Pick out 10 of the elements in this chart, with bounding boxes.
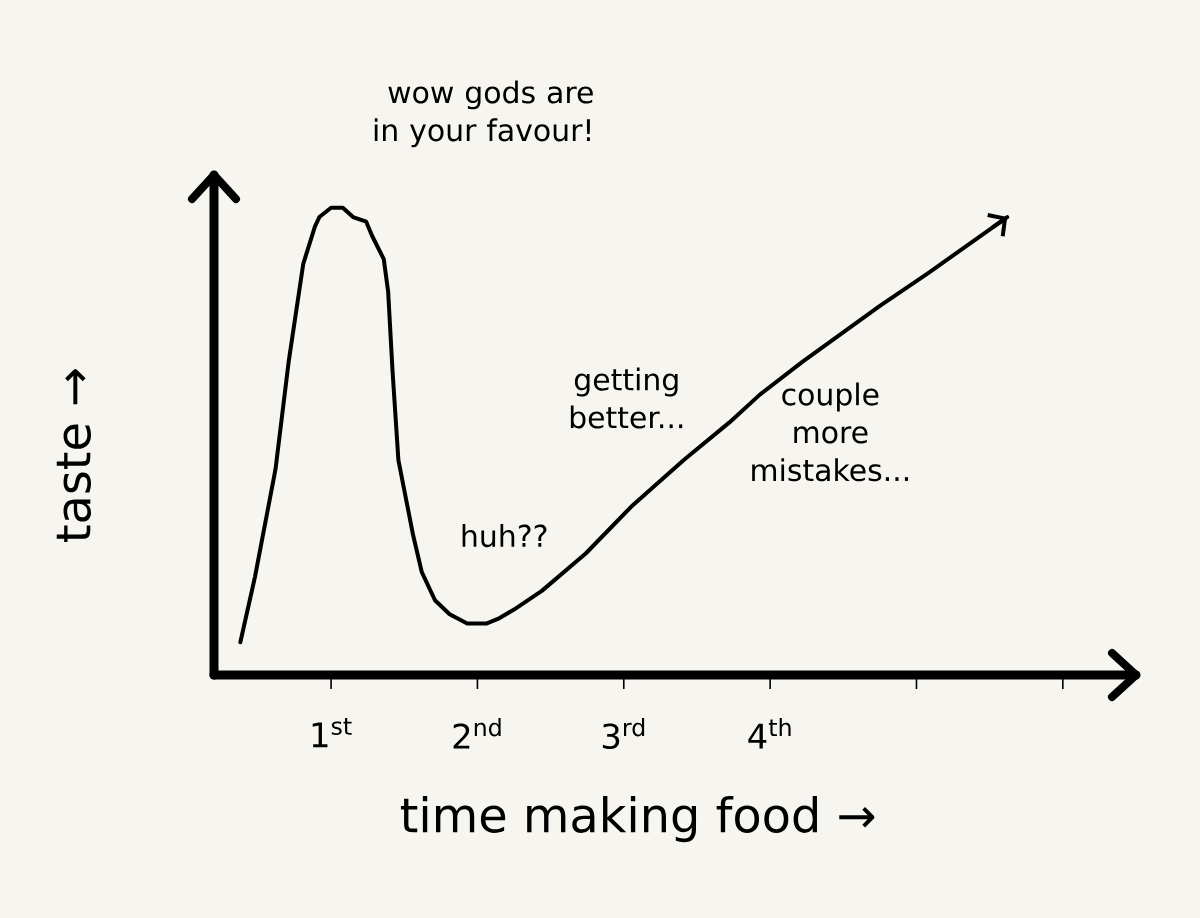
annotation: huh?? (462, 524, 547, 548)
y-axis-title: taste → (56, 369, 91, 542)
text: wow gods are in your favour! (374, 80, 593, 148)
annotation: getting better... (570, 367, 683, 429)
annotation: couple more mistakes... (752, 382, 908, 482)
x-axis-title: time making food → (400, 795, 875, 843)
x-tick-label: 1$^{st}$ (312, 718, 352, 748)
x-tick-label: 2$^{nd}$ (453, 718, 501, 749)
x-tick-label: 4$^{th}$ (748, 718, 791, 749)
x-tick-label: 3$^{rd}$ (602, 718, 645, 750)
